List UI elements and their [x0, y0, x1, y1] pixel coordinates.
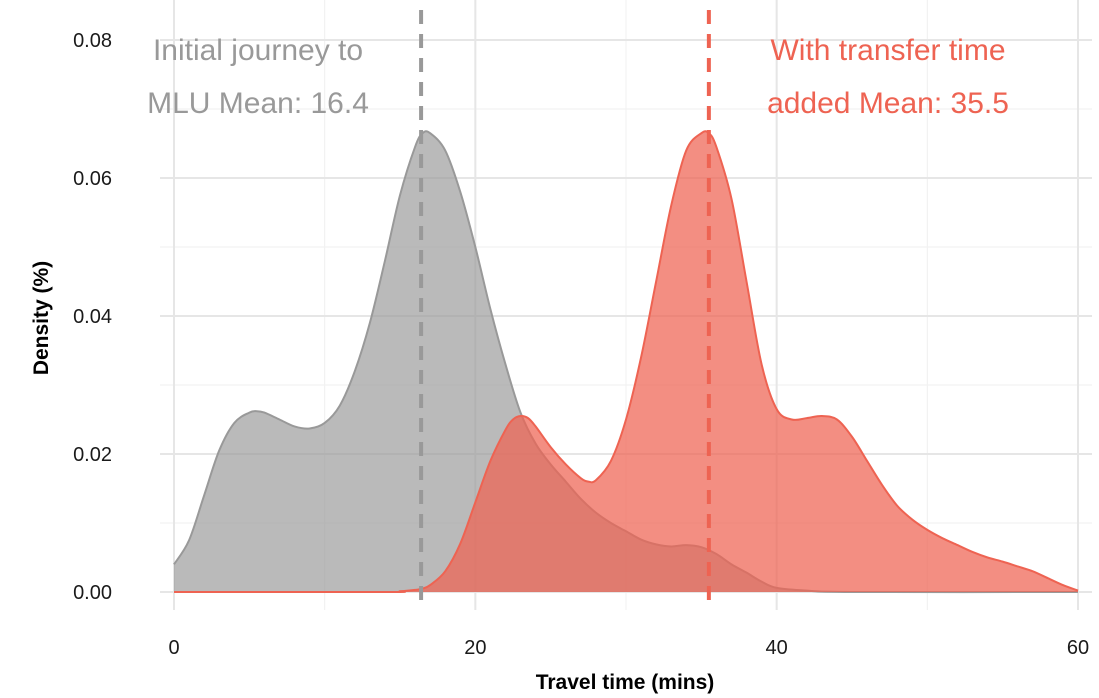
density-area-series-1	[174, 131, 1078, 593]
density-areas	[173, 130, 1079, 594]
y-tick-label: 0.06	[73, 168, 112, 190]
density-area-series-2	[174, 131, 1078, 593]
x-tick-label: 0	[168, 637, 179, 659]
x-tick-label: 60	[1067, 637, 1089, 659]
x-axis-title: Travel time (mins)	[536, 671, 715, 694]
x-tick-label: 40	[766, 637, 788, 659]
x-tick-label: 20	[464, 637, 486, 659]
mean-lines	[419, 10, 711, 605]
mean-annotation-series-1: Initial journey to MLU Mean: 16.4	[147, 34, 369, 120]
y-tick-label: 0.04	[73, 306, 112, 328]
y-tick-label: 0.02	[73, 444, 112, 466]
annotation-line: MLU Mean: 16.4	[147, 87, 369, 120]
y-axis-title: Density (%)	[30, 261, 53, 375]
annotations: Initial journey to MLU Mean: 16.4 With tra…	[147, 34, 1009, 120]
annotation-line: Initial journey to	[153, 34, 363, 67]
mean-annotation-series-2: With transfer time added Mean: 35.5	[767, 34, 1009, 120]
annotation-line: added Mean: 35.5	[767, 87, 1009, 120]
y-axis-tick-labels: 0.00 0.02 0.04 0.06 0.08	[73, 30, 112, 604]
y-tick-label: 0.08	[73, 30, 112, 52]
y-tick-label: 0.00	[73, 582, 112, 604]
annotation-line: With transfer time	[770, 34, 1005, 67]
density-line-series-2	[173, 130, 1079, 594]
x-axis-tick-labels: 0 20 40 60	[168, 637, 1089, 659]
